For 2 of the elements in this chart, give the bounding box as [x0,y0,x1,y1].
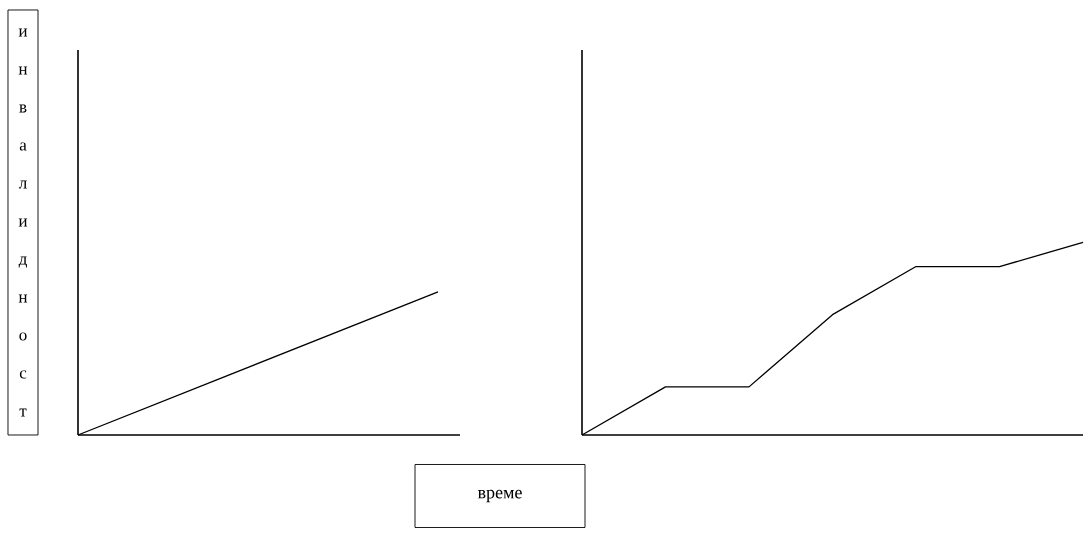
x-axis-title: време [477,489,522,503]
text: инвалидност [18,28,28,417]
